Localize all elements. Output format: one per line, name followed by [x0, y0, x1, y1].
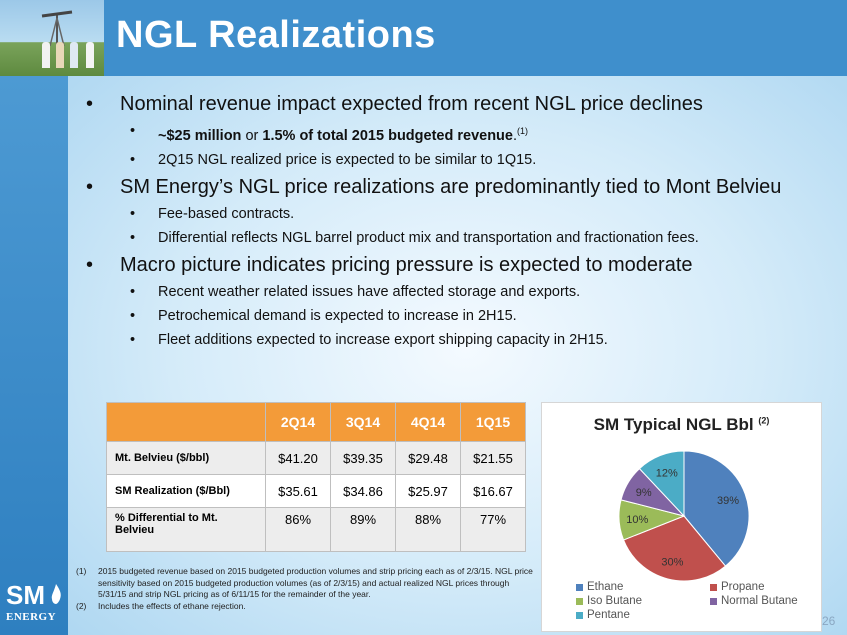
- pie-data-label: 12%: [656, 467, 678, 479]
- legend-item-propane: Propane: [710, 581, 764, 593]
- row-label: Mt. Belvieu ($/bbl): [106, 441, 266, 475]
- legend-label: Ethane: [587, 581, 624, 593]
- table-cell: 88%: [395, 507, 461, 552]
- table-cell: 89%: [330, 507, 396, 552]
- bullet-item: • Nominal revenue impact expected from re…: [86, 93, 703, 115]
- sub-bullet-text: ~$25 million or 1.5% of total 2015 budge…: [158, 126, 529, 144]
- table-header-cell: 2Q14: [265, 402, 331, 442]
- sub-bullet-item: • Fee-based contracts.: [130, 205, 295, 222]
- pie-chart: 39% 30% 10% 9% 12%: [618, 450, 750, 582]
- table-cell: $29.48: [395, 441, 461, 475]
- legend-label: Pentane: [587, 609, 630, 621]
- flame-icon: [51, 584, 61, 604]
- page-title: NGL Realizations: [116, 14, 436, 56]
- worker-figure: [86, 42, 94, 68]
- table-row: SM Realization ($/Bbl) $35.61 $34.86 $25…: [106, 474, 526, 508]
- table-cell: $39.35: [330, 441, 396, 475]
- pie-data-label: 9%: [636, 487, 652, 499]
- sub-bullet-text: Fleet additions expected to increase exp…: [158, 331, 608, 348]
- pie-data-label: 30%: [661, 556, 683, 568]
- worker-figure: [42, 42, 50, 68]
- table-header-cell: 4Q14: [395, 402, 461, 442]
- table-cell: $16.67: [460, 474, 526, 508]
- legend-item-iso-butane: Iso Butane: [576, 595, 642, 607]
- page-number: 26: [822, 614, 836, 628]
- table-header-row: 2Q14 3Q14 4Q14 1Q15: [106, 402, 526, 442]
- table-header-cell: 3Q14: [330, 402, 396, 442]
- table-row: % Differential to Mt. Belvieu 86% 89% 88…: [106, 507, 526, 552]
- logo-energy-text: ENERGY: [6, 611, 57, 623]
- pie-slice-pentane: [638, 450, 685, 518]
- worker-figure: [70, 42, 78, 68]
- table-header-cell: 1Q15: [460, 402, 526, 442]
- table-cell: $35.61: [265, 474, 331, 508]
- table-row: Mt. Belvieu ($/bbl) $41.20 $39.35 $29.48…: [106, 441, 526, 475]
- bullet-text: Nominal revenue impact expected from rec…: [120, 93, 703, 115]
- pumpjack-icon: [41, 10, 73, 46]
- logo-sm-text: SM: [6, 580, 45, 610]
- legend-swatch: [576, 597, 583, 605]
- legend-swatch: [710, 583, 717, 591]
- legend-item-normal-butane: Normal Butane: [710, 595, 798, 607]
- chart-title: SM Typical NGL Bbl (2): [593, 415, 770, 434]
- sub-bullet-item: • 2Q15 NGL realized price is expected to …: [130, 151, 537, 168]
- sub-bullet-text: Fee-based contracts.: [158, 205, 295, 222]
- pie-chart-card: SM Typical NGL Bbl (2) 39% 30% 10% 9% 12% Et…: [541, 402, 822, 632]
- row-label: % Differential to Mt. Belvieu: [106, 507, 266, 552]
- legend-swatch: [710, 597, 717, 605]
- worker-figure: [56, 42, 64, 68]
- sub-bullet-text: Recent weather related issues have affec…: [158, 283, 581, 300]
- sub-bullet-item: • Petrochemical demand is expected to inc…: [130, 307, 517, 324]
- sub-bullet-item: • Recent weather related issues have affe…: [130, 283, 581, 300]
- pie-slice-propane: [622, 515, 727, 582]
- legend-label: Normal Butane: [721, 595, 798, 607]
- realization-table: 2Q14 3Q14 4Q14 1Q15 Mt. Belvieu ($/bbl) …: [106, 402, 526, 552]
- bullet-text: Macro picture indicates pricing pressure…: [120, 253, 693, 276]
- legend-swatch: [576, 583, 583, 591]
- pie-data-label: 39%: [717, 495, 739, 507]
- bullet-list: • Nominal revenue impact expected from re…: [86, 92, 806, 355]
- sub-bullet-item: • Differential reflects NGL barrel produc…: [130, 229, 699, 246]
- sm-energy-logo: SM ENERGY: [6, 580, 61, 623]
- footnote: (1) 2015 budgeted revenue based on 2015 b…: [76, 566, 533, 599]
- bullet-item: • Macro picture indicates pricing pressur…: [86, 253, 693, 276]
- table-corner-cell: [106, 402, 266, 442]
- sub-bullet-item: • ~$25 million or 1.5% of total 2015 bud…: [130, 123, 529, 144]
- sub-bullet-item: • Fleet additions expected to increase ex…: [130, 331, 608, 348]
- legend-label: Propane: [721, 581, 765, 593]
- bullet-item: • SM Energy’s NGL price realizations are …: [86, 175, 782, 198]
- sub-bullet-text: 2Q15 NGL realized price is expected to b…: [158, 151, 537, 168]
- legend-label: Iso Butane: [587, 595, 642, 607]
- legend-item-ethane: Ethane: [576, 581, 623, 593]
- header-band: NGL Realizations: [0, 0, 847, 76]
- footnotes: (1) 2015 budgeted revenue based on 2015 b…: [76, 566, 538, 612]
- pie-slice-ethane: [683, 450, 750, 567]
- bullet-text: SM Energy’s NGL price realizations are p…: [120, 175, 782, 198]
- table-cell: 77%: [460, 507, 526, 552]
- left-sidebar-band: [0, 76, 68, 635]
- footnote: (2) Includes the effects of ethane reject…: [76, 600, 246, 611]
- sub-bullet-text: Differential reflects NGL barrel product…: [158, 229, 699, 246]
- row-label: SM Realization ($/Bbl): [106, 474, 266, 508]
- table-cell: $21.55: [460, 441, 526, 475]
- legend-swatch: [576, 611, 583, 619]
- table-cell: 86%: [265, 507, 331, 552]
- pie-data-label: 10%: [626, 514, 648, 526]
- table-cell: $25.97: [395, 474, 461, 508]
- legend-item-pentane: Pentane: [576, 609, 630, 621]
- table-cell: $34.86: [330, 474, 396, 508]
- oilfield-photo: [0, 0, 104, 76]
- sub-bullet-text: Petrochemical demand is expected to incr…: [158, 307, 517, 324]
- table-cell: $41.20: [265, 441, 331, 475]
